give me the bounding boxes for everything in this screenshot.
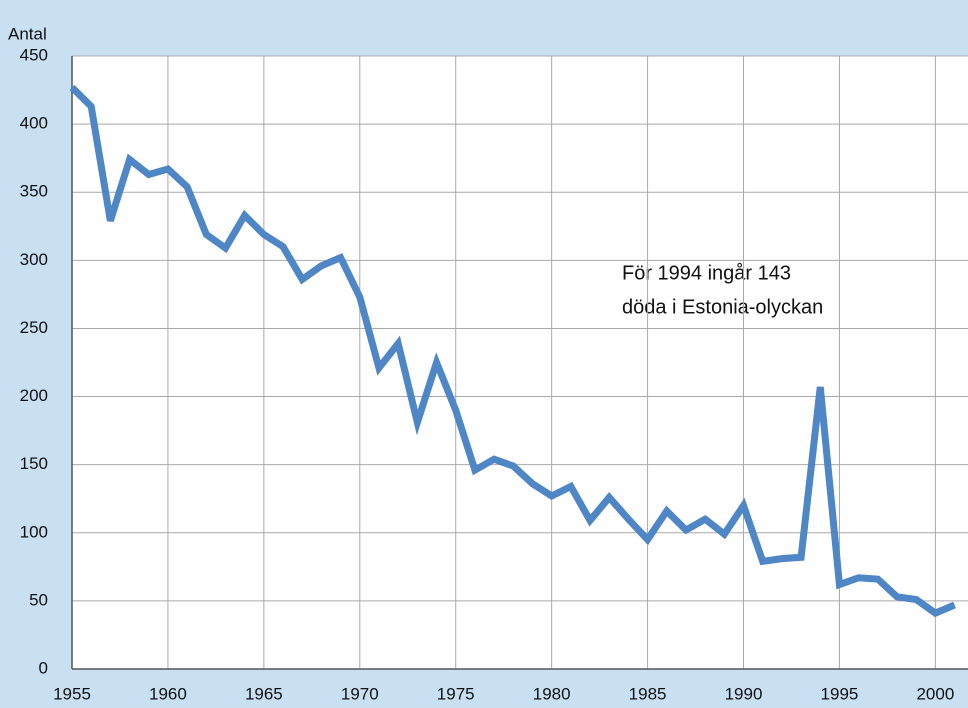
y-axis-label: Antal	[8, 24, 47, 43]
x-tick-label: 1975	[437, 684, 475, 703]
annotation: döda i Estonia-olyckan	[622, 296, 823, 318]
y-tick-label: 300	[20, 250, 48, 269]
y-tick-label: 350	[20, 182, 48, 201]
y-tick-label: 250	[20, 318, 48, 337]
y-tick-label: 150	[20, 454, 48, 473]
plot-area	[72, 56, 968, 669]
y-tick-label: 0	[39, 658, 48, 677]
x-tick-label: 2000	[916, 684, 954, 703]
x-tick-label: 1990	[725, 684, 763, 703]
x-tick-label: 1985	[629, 684, 667, 703]
annotation: För 1994 ingår 143	[622, 262, 791, 284]
x-tick-label: 1970	[341, 684, 379, 703]
y-tick-label: 100	[20, 522, 48, 541]
x-tick-label: 1965	[245, 684, 283, 703]
x-tick-label: 1955	[53, 684, 91, 703]
y-tick-label: 50	[29, 590, 48, 609]
x-tick-label: 1960	[149, 684, 187, 703]
data-line	[69, 84, 956, 618]
x-tick-label: 1995	[821, 684, 859, 703]
y-tick-label: 450	[20, 45, 48, 64]
x-tick-label: 1980	[533, 684, 571, 703]
y-tick-label: 400	[20, 114, 48, 133]
y-tick-label: 200	[20, 386, 48, 405]
